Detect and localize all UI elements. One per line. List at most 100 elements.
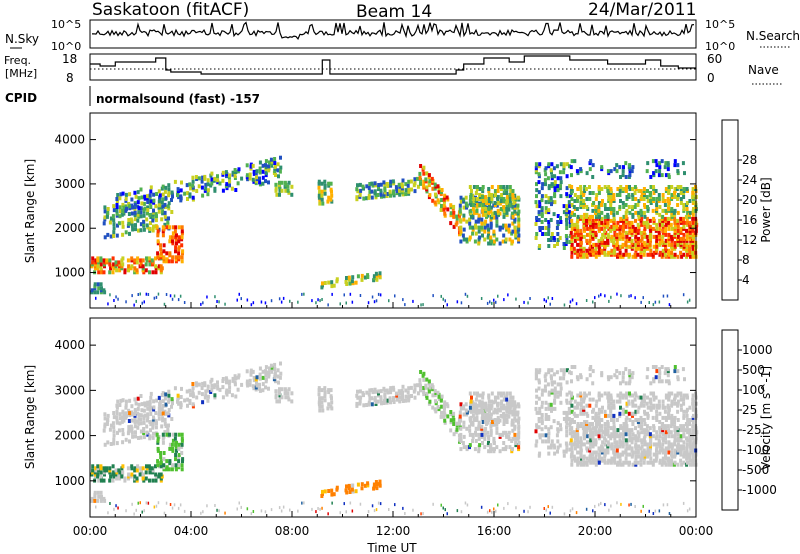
power-cell — [230, 186, 234, 191]
velocity-cell — [180, 451, 184, 455]
velocity-cell — [191, 392, 195, 397]
velocity-cell — [549, 425, 553, 430]
velocity-cell — [594, 438, 598, 443]
power-cell — [624, 175, 628, 179]
velocity-cell — [654, 509, 657, 513]
power-cell — [570, 242, 574, 247]
power-cell — [174, 249, 177, 254]
velocity-cell — [559, 382, 563, 387]
power-cell — [114, 260, 118, 265]
velocity-cell — [158, 402, 162, 406]
power-cell — [547, 232, 551, 236]
velocity-cell — [550, 368, 554, 373]
velocity-cell — [436, 405, 440, 409]
velocity-cell — [535, 423, 539, 428]
velocity-cell — [367, 392, 371, 397]
power-cell — [666, 161, 670, 166]
power-cell — [165, 293, 168, 296]
freq-label-2: [MHz] — [5, 67, 37, 80]
velocity-cell — [624, 438, 628, 443]
power-cell — [130, 264, 134, 269]
velocity-cell — [648, 442, 652, 447]
power-cell — [634, 296, 636, 300]
velocity-cell — [234, 394, 238, 399]
velocity-cell — [459, 406, 463, 411]
power-cell — [486, 223, 490, 228]
power-cell — [154, 218, 158, 223]
velocity-cell — [108, 466, 112, 471]
power-cell — [275, 192, 279, 197]
velocity-cell — [136, 406, 140, 411]
power-cell — [652, 216, 656, 221]
velocity-cell — [679, 407, 683, 412]
power-cell — [573, 193, 577, 197]
velocity-cell — [118, 412, 122, 417]
velocity-cell — [601, 405, 604, 410]
velocity-cell — [459, 436, 463, 441]
power-cell — [240, 297, 242, 301]
velocity-cell — [603, 452, 607, 457]
power-cell — [676, 228, 680, 233]
power-cell — [365, 184, 369, 189]
power-cell — [420, 303, 422, 307]
power-cell — [667, 232, 671, 237]
velocity-cell — [203, 395, 207, 400]
power-cell — [321, 201, 325, 206]
power-cell — [228, 179, 232, 184]
velocity-cell — [225, 392, 229, 397]
velocity-cell — [651, 365, 655, 369]
velocity-cell — [537, 386, 541, 391]
velocity-cell — [481, 401, 485, 406]
power-cell — [470, 189, 473, 193]
velocity-cell — [568, 370, 571, 375]
velocity-cell — [622, 424, 626, 429]
velocity-cell — [240, 382, 244, 387]
power-cell — [258, 180, 262, 185]
velocity-cell — [483, 420, 487, 424]
power-cell — [139, 214, 143, 219]
power-cell — [375, 277, 379, 282]
velocity-cell — [686, 509, 689, 513]
velocity-cell — [274, 389, 278, 394]
power-cell — [177, 245, 181, 250]
velocity-cell — [331, 501, 333, 505]
velocity-cell — [249, 368, 253, 373]
power-cell — [667, 220, 671, 225]
power-cell — [657, 197, 661, 201]
power-cell — [170, 198, 173, 202]
power-cell — [329, 187, 333, 192]
power-cell — [549, 168, 553, 173]
power-cell — [315, 301, 317, 305]
power-cell — [634, 197, 638, 201]
velocity-cell — [117, 428, 121, 433]
velocity-cell — [670, 450, 674, 455]
power-cell — [658, 218, 662, 223]
velocity-cell — [651, 434, 655, 439]
velocity-cell — [148, 478, 151, 483]
velocity-cell — [233, 380, 237, 385]
velocity-cell — [138, 472, 142, 477]
power-cell — [604, 207, 607, 211]
power-cell — [585, 212, 589, 217]
power-cell — [493, 189, 497, 193]
power-cell — [487, 193, 491, 197]
power-cell — [562, 246, 566, 250]
velocity-cell — [510, 449, 514, 454]
velocity-cell — [613, 444, 617, 449]
velocity-cell — [165, 467, 169, 472]
velocity-cell — [351, 483, 355, 488]
velocity-cell — [188, 399, 192, 403]
velocity-cell — [280, 395, 284, 400]
velocity-cell — [564, 441, 568, 446]
velocity-cell — [655, 442, 659, 447]
power-cell — [171, 255, 175, 260]
velocity-cell — [252, 376, 256, 380]
velocity-cell — [499, 391, 503, 396]
velocity-cell — [517, 416, 521, 421]
power-cell — [569, 230, 573, 235]
velocity-cell — [568, 447, 572, 452]
velocity-cell — [102, 428, 106, 433]
power-cell — [418, 175, 422, 180]
velocity-cell — [422, 512, 424, 515]
velocity-cell — [534, 443, 538, 448]
